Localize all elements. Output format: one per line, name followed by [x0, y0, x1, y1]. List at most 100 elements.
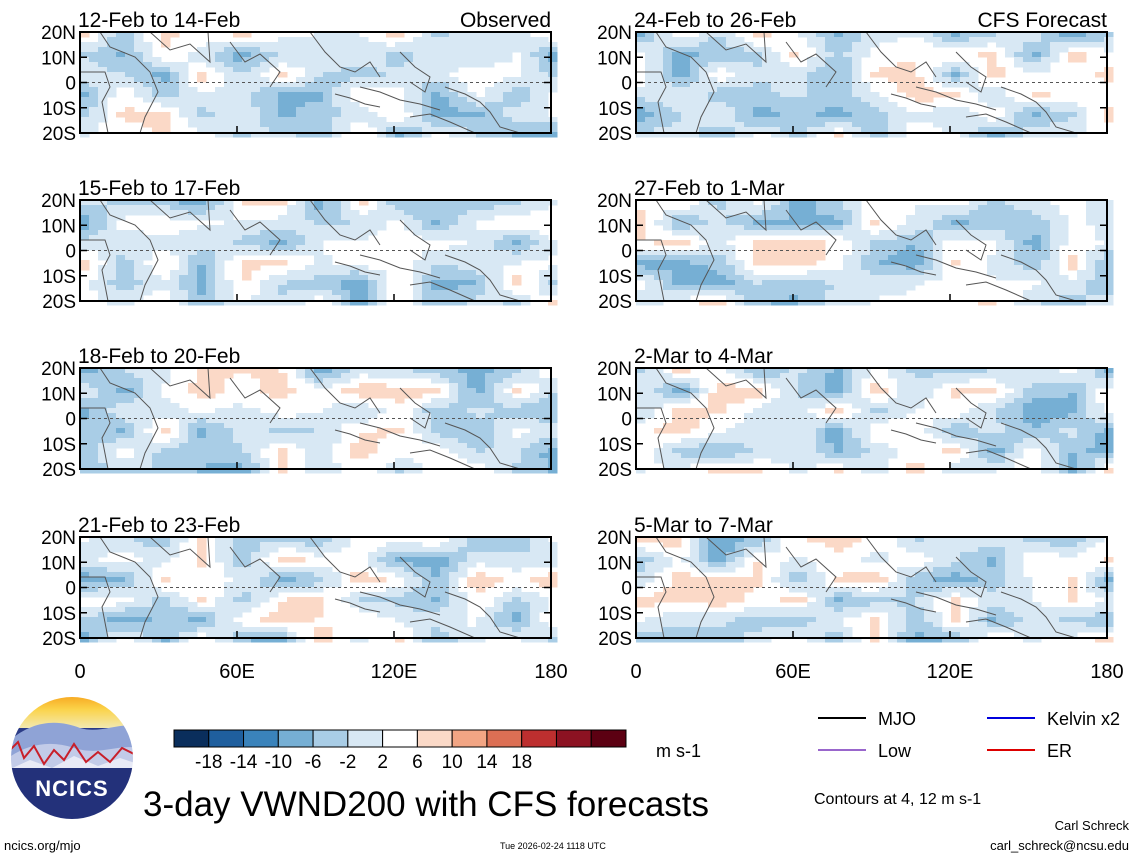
panel-7-anomaly-field: [80, 537, 558, 643]
panel-8-ytick-label: 0: [621, 579, 632, 600]
colorbar-tick-label: 18: [511, 752, 532, 773]
panel-6: 20N 10N 0 10S 20S 2-Mar to 4-Mar: [597, 345, 1114, 481]
panel-3-anomaly-field: [80, 200, 558, 306]
panel-5-anomaly-field: [80, 368, 558, 474]
panel-2-ytick-label: 10N: [597, 48, 632, 69]
panel-5-period-title: 18-Feb to 20-Feb: [78, 345, 240, 368]
colorbar-tick-label: 14: [476, 752, 498, 773]
panel-7-xtick-label: 180: [534, 661, 567, 683]
panel-7-ytick-label: 10S: [42, 604, 76, 625]
panel-3-ytick-label: 10N: [41, 216, 76, 237]
colorbar-swatch: [521, 729, 557, 748]
panel-1-ytick-label: 10S: [42, 99, 76, 120]
colorbar-tick-label: -6: [305, 752, 322, 773]
panel-1-period-title: 12-Feb to 14-Feb: [78, 9, 240, 32]
panel-8-ytick-label: 10S: [598, 604, 632, 625]
panel-8-anomaly-field: [636, 537, 1114, 643]
logo-text: NCICS: [35, 776, 108, 801]
panel-5-ytick-label: 20N: [41, 359, 76, 380]
colorbar-swatch: [486, 729, 523, 748]
colorbar-swatch: [590, 729, 627, 748]
panel-4-period-title: 27-Feb to 1-Mar: [634, 177, 785, 200]
legend-mjo-label: MJO: [878, 709, 916, 729]
panel-7-ytick-label: 20S: [42, 629, 76, 650]
colorbar-swatch: [347, 729, 384, 748]
ncics-logo[interactable]: NCICS: [7, 693, 138, 824]
legend-er-label: ER: [1047, 741, 1072, 761]
panel-7-ytick-label: 20N: [41, 528, 76, 549]
panel-8: 20N 10N 0 10S 20S 0 60E 120E 180 5-Mar to 7-Mar: [597, 514, 1124, 683]
colorbar-tick-label: -2: [339, 752, 356, 773]
panel-6-coastlines: [636, 367, 1077, 470]
panel-6-ytick-label: 0: [621, 410, 632, 431]
colorbar-tick-label: 10: [442, 752, 463, 773]
panel-6-anomaly-field: [636, 368, 1114, 474]
panel-1-coastlines: [80, 31, 521, 134]
panel-1: 20N 10N 0 10S 20S 12-Feb to 14-Feb Observed: [41, 9, 558, 145]
panel-1-source-label: Observed: [460, 9, 551, 32]
panel-2: 20N 10N 0 10S 20S 24-Feb to 26-Feb CFS Forecas…: [597, 9, 1114, 145]
legend-kelvin-x2-label: Kelvin x2: [1047, 709, 1120, 729]
panel-4: 20N 10N 0 10S 20S 27-Feb to 1-Mar: [597, 177, 1114, 313]
panel-2-ytick-label: 20S: [598, 124, 632, 145]
panel-2-ytick-label: 0: [621, 74, 632, 95]
panel-8-coastlines: [636, 536, 1077, 639]
panel-5-ytick-label: 10N: [41, 384, 76, 405]
panel-8-ytick-label: 10N: [597, 553, 632, 574]
panel-5-ytick-label: 10S: [42, 435, 76, 456]
colorbar-tick-label: -14: [230, 752, 258, 773]
panel-8-ytick-label: 20S: [598, 629, 632, 650]
panel-8-ytick-label: 20N: [597, 528, 632, 549]
panel-6-period-title: 2-Mar to 4-Mar: [634, 345, 773, 368]
panel-3-ytick-label: 0: [65, 242, 76, 263]
colorbar-swatch: [555, 729, 592, 748]
panel-7: 20N 10N 0 10S 20S 0 60E 120E 180 21-Feb to 23-Feb: [41, 514, 568, 683]
panel-3-period-title: 15-Feb to 17-Feb: [78, 177, 240, 200]
colorbar-swatch: [208, 729, 245, 748]
panel-7-coastlines: [80, 536, 521, 639]
panel-2-anomaly-field: [636, 32, 1114, 138]
panel-3-ytick-label: 10S: [42, 267, 76, 288]
contour-legend: MJO Kelvin x2 Low ER: [818, 709, 1120, 761]
panel-4-ytick-label: 10N: [597, 216, 632, 237]
colorbar-swatch: [277, 729, 314, 748]
colorbar-swatch: [382, 729, 418, 748]
panel-5-ytick-label: 20S: [42, 460, 76, 481]
panel-1-ytick-label: 10N: [41, 48, 76, 69]
colorbar-tick-label: -18: [195, 752, 222, 773]
colorbar-tick-label: -10: [265, 752, 292, 773]
panel-5-ytick-label: 0: [65, 410, 76, 431]
legend-low-label: Low: [878, 741, 912, 761]
panel-8-xtick-label: 60E: [775, 661, 811, 683]
panel-8-xtick-label: 120E: [927, 661, 974, 683]
panel-3: 20N 10N 0 10S 20S 15-Feb to 17-Feb: [41, 177, 558, 313]
figure-title: 3-day VWND200 with CFS forecasts: [143, 785, 710, 824]
panel-3-ytick-label: 20N: [41, 191, 76, 212]
panel-4-coastlines: [636, 199, 1077, 302]
panel-2-source-label: CFS Forecast: [977, 9, 1107, 32]
panel-7-xtick-label: 0: [74, 661, 85, 683]
author-name: Carl Schreck: [1054, 818, 1129, 833]
contour-note: Contours at 4, 12 m s-1: [814, 791, 982, 808]
panel-3-coastlines: [80, 199, 521, 302]
panel-6-ytick-label: 10S: [598, 435, 632, 456]
panel-4-ytick-label: 20N: [597, 191, 632, 212]
colorbar-units: m s-1: [656, 741, 701, 761]
panel-2-ytick-label: 20N: [597, 23, 632, 44]
site-link[interactable]: ncics.org/mjo: [4, 838, 81, 853]
colorbar-swatch: [243, 729, 279, 748]
colorbar: -18 -14 -10 -6 -2 2 6 10 14 18: [173, 729, 627, 773]
colorbar-swatch: [416, 729, 453, 748]
colorbar-swatch: [451, 729, 488, 748]
panel-7-period-title: 21-Feb to 23-Feb: [78, 514, 240, 537]
panel-8-xtick-label: 180: [1090, 661, 1123, 683]
colorbar-swatch: [173, 729, 210, 748]
panel-4-ytick-label: 0: [621, 242, 632, 263]
panel-7-ytick-label: 0: [65, 579, 76, 600]
author-email[interactable]: carl_schreck@ncsu.edu: [990, 838, 1129, 853]
panel-5: 20N 10N 0 10S 20S 18-Feb to 20-Feb: [41, 345, 558, 481]
panel-3-ytick-label: 20S: [42, 292, 76, 313]
panel-1-anomaly-field: [80, 32, 558, 138]
panel-4-anomaly-field: [636, 200, 1114, 306]
